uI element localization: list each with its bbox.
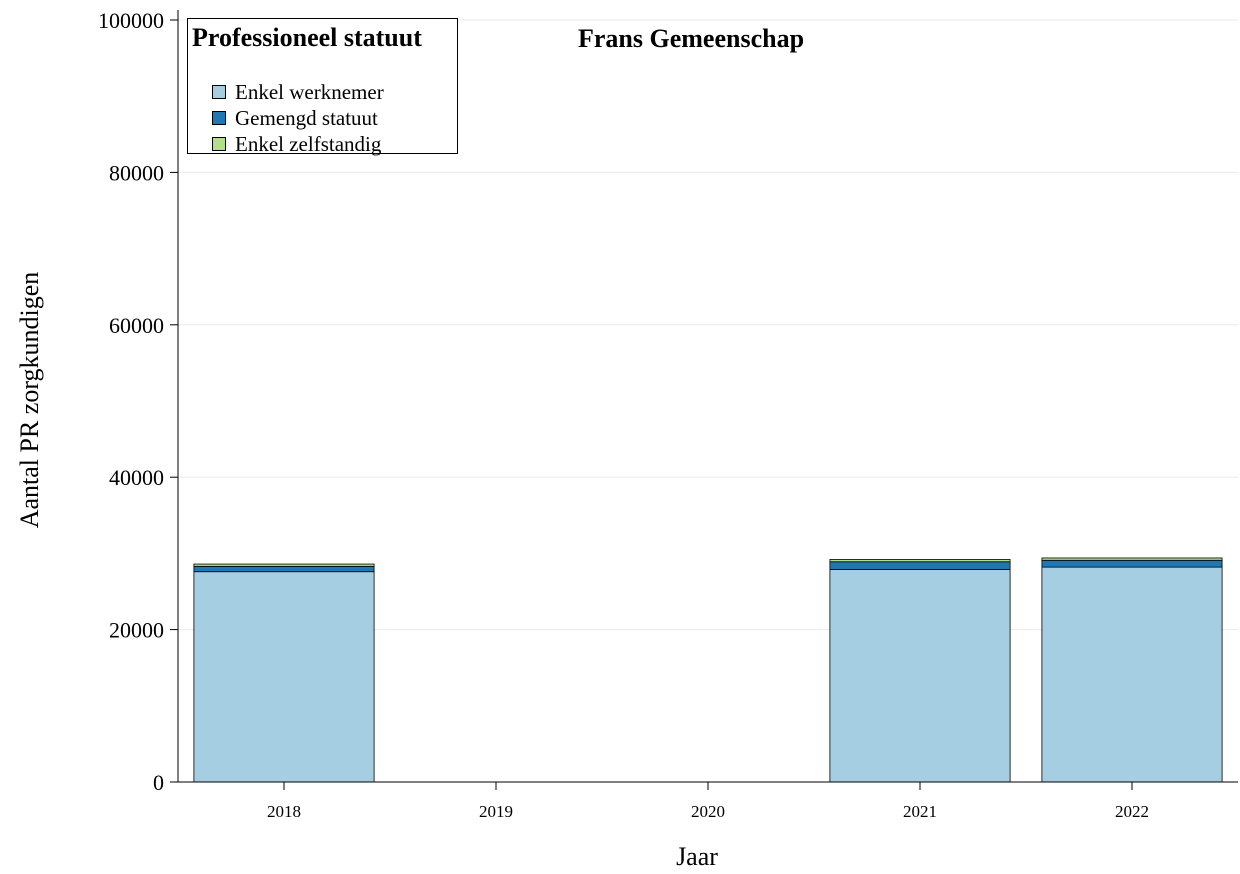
legend-label: Enkel werknemer [235, 79, 384, 104]
legend-item-enkel-werknemer: Enkel werknemer [212, 79, 384, 105]
bar-enkel-zelfstandig-2022 [1041, 557, 1223, 561]
x-tick-label: 2021 [903, 802, 937, 821]
ticks: 0 20000 40000 60000 80000 100000 2018 2019 2020 2… [98, 8, 1149, 821]
y-tick-label: 60000 [109, 313, 164, 338]
x-tick-label: 2018 [267, 802, 301, 821]
legend-title: Professioneel statuut [192, 23, 422, 52]
bar-enkel-zelfstandig-2018 [193, 563, 375, 567]
legend-swatch [212, 111, 226, 125]
x-tick-label: 2020 [691, 802, 725, 821]
x-axis-label: Jaar [676, 842, 718, 871]
y-tick-label: 40000 [109, 465, 164, 490]
legend-item-gemengd-statuut: Gemengd statuut [212, 105, 378, 131]
y-axis-label: Aantal PR zorgkundigen [15, 272, 44, 529]
bars [193, 557, 1223, 783]
bar-gemengd-statuut-2021 [829, 561, 1011, 570]
legend-swatch [212, 85, 226, 99]
y-tick-label: 100000 [98, 8, 164, 33]
x-tick-label: 2019 [479, 802, 513, 821]
bar-gemengd-statuut-2022 [1041, 559, 1223, 568]
y-tick-label: 0 [153, 770, 164, 795]
legend: Professioneel statuut Enkel werknemer Ge… [187, 18, 458, 157]
legend-swatch [212, 137, 226, 151]
bar-enkel-werknemer-2018 [193, 571, 375, 783]
bar-enkel-werknemer-2022 [1041, 566, 1223, 783]
x-tick-label: 2022 [1115, 802, 1149, 821]
y-tick-label: 80000 [109, 160, 164, 185]
bar-gemengd-statuut-2018 [193, 565, 375, 573]
bar-enkel-zelfstandig-2021 [829, 559, 1011, 563]
chart-title: Frans Gemeenschap [578, 24, 805, 53]
legend-label: Gemengd statuut [235, 105, 378, 130]
y-tick-label: 20000 [109, 618, 164, 643]
legend-item-enkel-zelfstandig: Enkel zelfstandig [212, 131, 381, 157]
bar-enkel-werknemer-2021 [829, 569, 1011, 783]
legend-label: Enkel zelfstandig [235, 131, 382, 156]
